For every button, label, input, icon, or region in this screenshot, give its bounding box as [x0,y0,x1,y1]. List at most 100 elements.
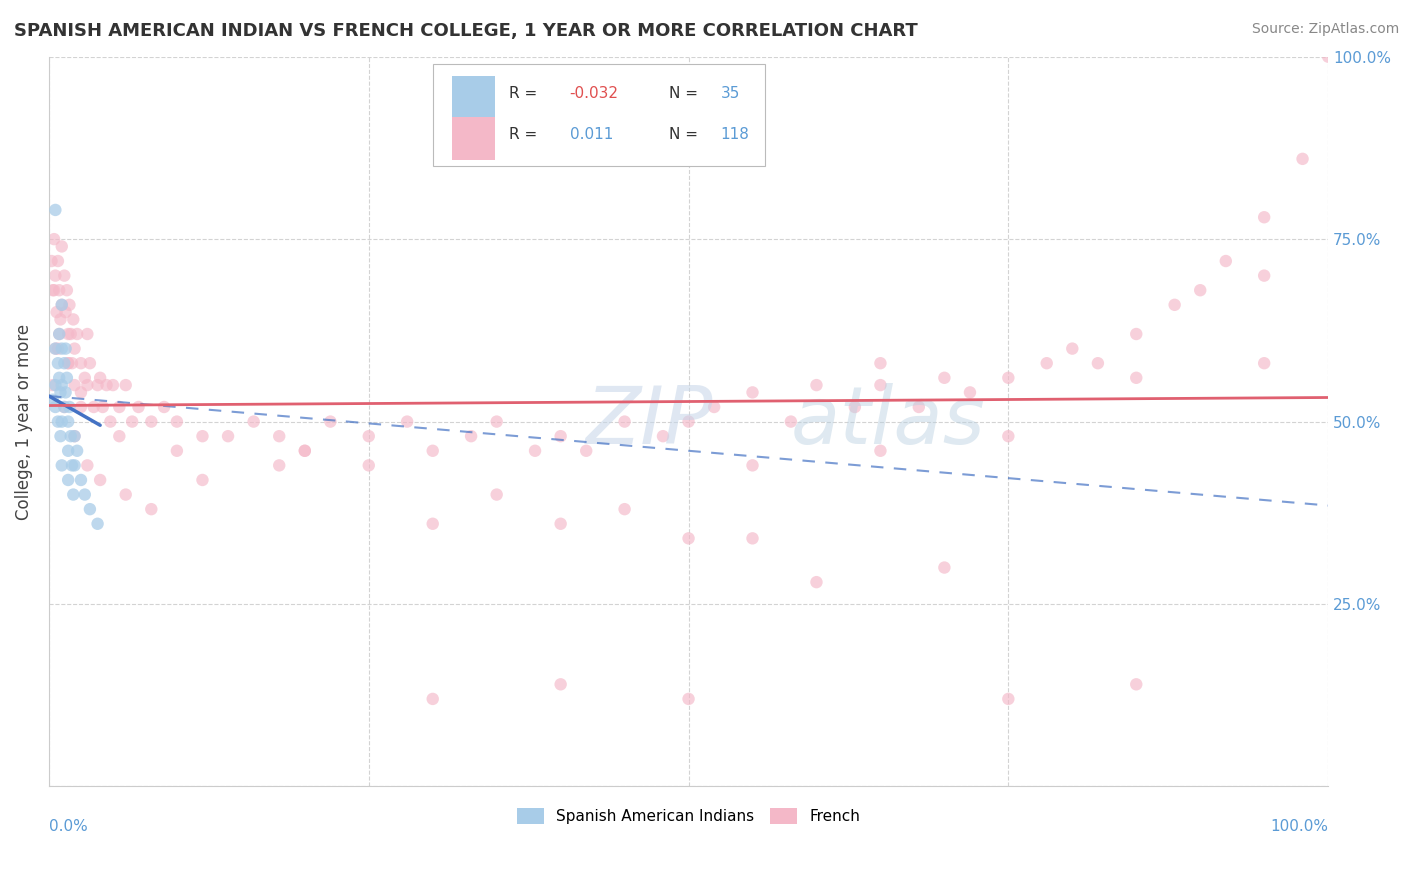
Point [294,443,316,458]
Point [44,342,66,356]
Point [652,429,675,443]
Point [191,429,214,443]
Point [56,283,79,297]
Text: 100.0%: 100.0% [1270,820,1329,834]
Point [114,487,136,501]
FancyBboxPatch shape [451,76,495,119]
Point [1062,342,1084,356]
Text: 118: 118 [720,128,749,143]
Point [55,305,77,319]
Point [550,429,572,443]
Point [741,532,763,546]
Text: atlas: atlas [792,383,986,460]
Point [114,378,136,392]
Text: R =: R = [509,128,543,143]
Point [678,415,700,429]
Point [460,429,482,443]
Point [48,326,70,341]
Point [89,473,111,487]
Point [63,458,86,473]
Point [46,356,69,370]
Point [806,378,828,392]
Point [42,283,65,297]
Point [1253,268,1275,283]
Point [42,283,65,297]
Point [76,378,98,392]
Point [46,415,69,429]
Text: Source: ZipAtlas.com: Source: ZipAtlas.com [1251,22,1399,37]
Point [66,326,89,341]
Point [153,400,176,414]
Text: SPANISH AMERICAN INDIAN VS FRENCH COLLEGE, 1 YEAR OR MORE CORRELATION CHART: SPANISH AMERICAN INDIAN VS FRENCH COLLEG… [14,22,918,40]
Point [741,458,763,473]
Point [51,378,73,392]
Point [550,516,572,531]
Point [42,392,65,407]
Point [73,371,96,385]
Point [613,502,636,516]
Point [844,400,866,414]
Legend: Spanish American Indians, French: Spanish American Indians, French [510,802,866,830]
Point [907,400,929,414]
Point [56,443,79,458]
Point [76,458,98,473]
Text: ZIP: ZIP [586,383,714,460]
Point [53,268,76,283]
Point [60,356,83,370]
Point [70,356,93,370]
Text: 35: 35 [720,86,740,101]
Point [485,487,508,501]
Point [55,385,77,400]
Point [59,326,82,341]
Point [51,415,73,429]
Point [357,429,380,443]
Text: N =: N = [669,86,703,101]
Point [91,400,114,414]
Point [44,400,66,414]
Point [66,443,89,458]
Point [128,400,150,414]
Point [100,415,122,429]
Point [1125,371,1147,385]
Point [1125,326,1147,341]
Y-axis label: College, 1 year or more: College, 1 year or more [15,324,32,520]
Point [422,516,444,531]
Point [357,458,380,473]
Point [678,532,700,546]
Point [422,692,444,706]
Point [51,342,73,356]
Point [242,415,264,429]
Point [41,254,63,268]
Point [56,326,79,341]
Point [1189,283,1212,297]
Point [166,443,188,458]
Text: 0.011: 0.011 [569,128,613,143]
Point [934,371,956,385]
Point [396,415,419,429]
Point [56,371,79,385]
Point [56,356,79,370]
Point [51,298,73,312]
Point [46,254,69,268]
Point [51,458,73,473]
Point [53,400,76,414]
Point [141,415,163,429]
Point [89,371,111,385]
Point [294,443,316,458]
Point [1035,356,1057,370]
Point [997,429,1019,443]
Point [1125,677,1147,691]
Point [53,356,76,370]
Point [550,677,572,691]
Point [703,400,725,414]
Point [60,458,83,473]
Point [1291,152,1313,166]
Point [524,443,547,458]
Point [141,502,163,516]
Point [96,378,118,392]
FancyBboxPatch shape [451,117,495,161]
Point [1163,298,1185,312]
Point [70,473,93,487]
Point [48,283,70,297]
Point [59,429,82,443]
